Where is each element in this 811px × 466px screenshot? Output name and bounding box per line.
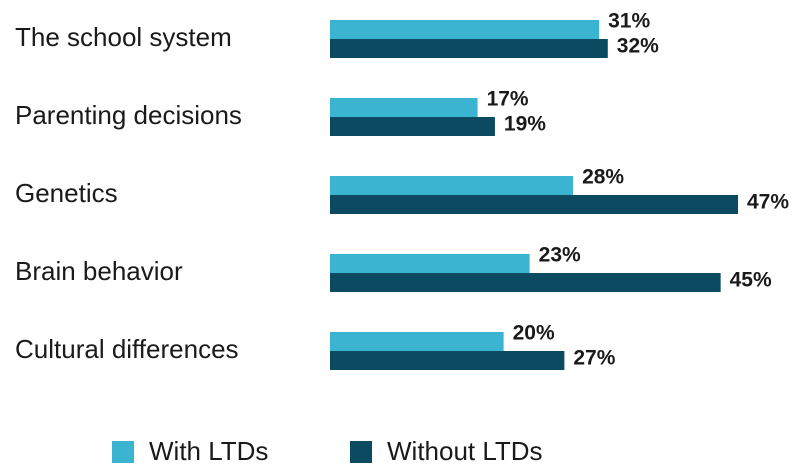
category-label: Genetics <box>15 178 118 208</box>
value-label: 20% <box>513 322 555 345</box>
legend-label: With LTDs <box>149 436 268 466</box>
bar <box>330 117 495 136</box>
value-label: 32% <box>617 35 659 58</box>
bar <box>330 98 478 117</box>
bar <box>330 273 721 292</box>
legend-swatch <box>112 441 134 463</box>
bar <box>330 39 608 58</box>
bar <box>330 254 530 273</box>
legend-swatch <box>350 441 372 463</box>
value-label: 17% <box>487 88 529 111</box>
legend-label: Without LTDs <box>387 436 543 466</box>
bar <box>330 351 565 370</box>
bar <box>330 332 504 351</box>
value-label: 47% <box>747 191 789 214</box>
category-label: Cultural differences <box>15 334 239 364</box>
bar <box>330 20 600 39</box>
value-label: 28% <box>582 166 624 189</box>
category-label: Brain behavior <box>15 256 183 286</box>
value-label: 23% <box>539 244 581 267</box>
value-label: 27% <box>573 347 615 370</box>
value-label: 45% <box>730 269 772 292</box>
category-label: Parenting decisions <box>15 100 242 130</box>
value-label: 31% <box>608 10 650 33</box>
value-label: 19% <box>504 113 546 136</box>
bar <box>330 176 574 195</box>
category-label: The school system <box>15 22 232 52</box>
bar <box>330 195 738 214</box>
